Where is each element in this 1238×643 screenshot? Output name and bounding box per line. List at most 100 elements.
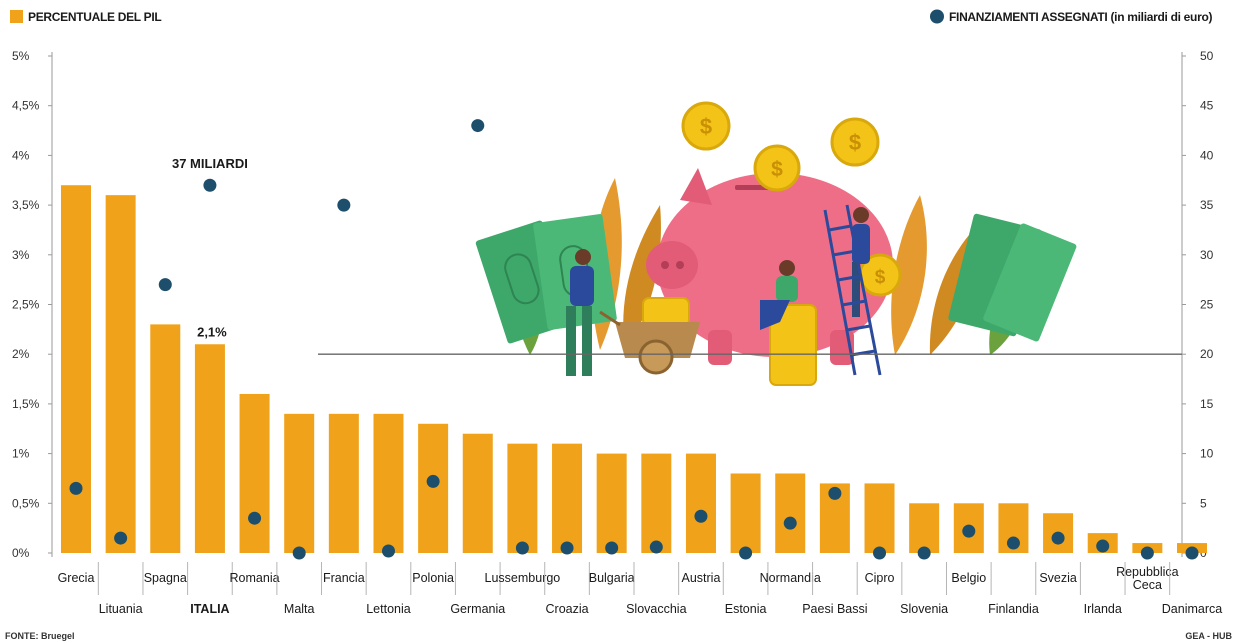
right-tick-label: 25 (1200, 298, 1214, 312)
category-label: Paesi Bassi (802, 602, 867, 616)
category-label: Lussemburgo (485, 571, 561, 585)
legend: PERCENTUALE DEL PIL FINANZIAMENTI ASSEGN… (10, 9, 1213, 24)
category-label: Repubblica Ceca (1116, 565, 1179, 592)
dot-6 (337, 198, 351, 212)
bar-8 (418, 423, 449, 553)
dot-16 (783, 516, 797, 530)
category-label: Lettonia (366, 602, 411, 616)
left-tick-label: 4,5% (12, 99, 40, 113)
bar-7 (373, 413, 404, 553)
svg-text:$: $ (771, 158, 783, 181)
category-label: Slovenia (900, 602, 948, 616)
category-label-line: Slovenia (900, 602, 948, 616)
category-label-line: Lettonia (366, 602, 411, 616)
category-label-line: Bulgaria (589, 571, 635, 585)
category-label: Belgio (951, 571, 986, 585)
category-label: Germania (450, 602, 505, 616)
left-tick-label: 3% (12, 248, 30, 262)
category-label-line: Danimarca (1162, 602, 1222, 616)
category-label-line: Grecia (58, 571, 95, 585)
right-tick-label: 40 (1200, 148, 1214, 162)
category-label: Danimarca (1162, 602, 1222, 616)
wheelbarrow-icon (599, 310, 700, 375)
left-tick-label: 2,5% (12, 298, 40, 312)
legend-bars-label: PERCENTUALE DEL PIL (28, 10, 161, 24)
left-tick-label: 1,5% (12, 397, 40, 411)
category-label-line: Lussemburgo (485, 571, 561, 585)
category-label: Estonia (725, 602, 767, 616)
dot-2 (158, 278, 172, 292)
banknotes-icon (475, 213, 1077, 344)
left-tick-label: 0% (12, 546, 30, 560)
right-tick-label: 30 (1200, 248, 1214, 262)
bar-10 (507, 443, 538, 553)
bar-15 (730, 473, 761, 553)
dot-24 (1140, 546, 1154, 560)
dot-5 (292, 546, 306, 560)
legend-bars-swatch (10, 10, 23, 23)
category-label-line: Normandia (760, 571, 821, 585)
dot-25 (1185, 546, 1199, 560)
category-label: Slovacchia (626, 602, 686, 616)
category-label-line: Estonia (725, 602, 767, 616)
bar-2 (150, 324, 181, 553)
category-label-line: Cipro (865, 571, 895, 585)
right-tick-label: 5 (1200, 496, 1207, 510)
category-label-line: Spagna (144, 571, 187, 585)
category-label: Croazia (546, 602, 589, 616)
category-label-line: Svezia (1039, 571, 1077, 585)
bar-1 (105, 195, 136, 553)
category-label-line: Malta (284, 602, 315, 616)
bar-19 (909, 503, 940, 553)
category-label-line: Romania (230, 571, 280, 585)
category-label-line: Irlanda (1084, 602, 1122, 616)
dot-9 (471, 119, 485, 133)
svg-text:$: $ (849, 130, 861, 155)
right-tick-label: 20 (1200, 347, 1214, 361)
dot-23 (1096, 539, 1110, 553)
category-label-line: Slovacchia (626, 602, 686, 616)
credit-label: GEA - HUB (1185, 631, 1232, 641)
dot-1 (114, 531, 128, 545)
category-label-line: Belgio (951, 571, 986, 585)
left-tick-label: 5% (12, 49, 30, 63)
dot-13 (649, 540, 663, 554)
category-label: Malta (284, 602, 315, 616)
category-label: Francia (323, 571, 365, 585)
right-tick-label: 50 (1200, 49, 1214, 63)
category-label-line: Francia (323, 571, 365, 585)
category-label: Bulgaria (589, 571, 635, 585)
bar-6 (328, 413, 359, 553)
category-label: Cipro (865, 571, 895, 585)
dot-22 (1051, 531, 1065, 545)
left-tick-label: 2% (12, 347, 30, 361)
bar-3 (194, 344, 225, 553)
dot-17 (828, 486, 842, 500)
annotation-label: 2,1% (197, 324, 227, 339)
bar-11 (552, 443, 583, 553)
bar-18 (864, 483, 895, 553)
left-tick-label: 0,5% (12, 496, 40, 510)
category-labels: Grecia Lituania Spagna ITALIA Romania Malta Fr… (58, 562, 1222, 616)
dot-11 (560, 541, 574, 555)
dot-7 (381, 544, 395, 558)
bar-16 (775, 473, 806, 553)
category-label-line: ITALIA (190, 602, 229, 616)
axes: 0%0,5%1%1,5%2%2,5%3%3,5%4%4,5%5%05101520… (12, 49, 1214, 560)
dot-4 (248, 511, 262, 525)
annotation-label: 37 MILIARDI (172, 156, 248, 171)
people-icon (566, 207, 870, 376)
category-label-line: Finlandia (988, 602, 1039, 616)
category-label: ITALIA (190, 602, 229, 616)
category-label: Normandia (760, 571, 821, 585)
source-label: FONTE: Bruegel (5, 631, 75, 641)
category-label-line: Repubblica (1116, 565, 1179, 579)
bar-0 (61, 185, 91, 553)
dot-3 (203, 178, 217, 192)
left-tick-label: 1% (12, 447, 30, 461)
category-label: Lituania (99, 602, 143, 616)
category-label: Spagna (144, 571, 187, 585)
dot-20 (962, 524, 976, 538)
